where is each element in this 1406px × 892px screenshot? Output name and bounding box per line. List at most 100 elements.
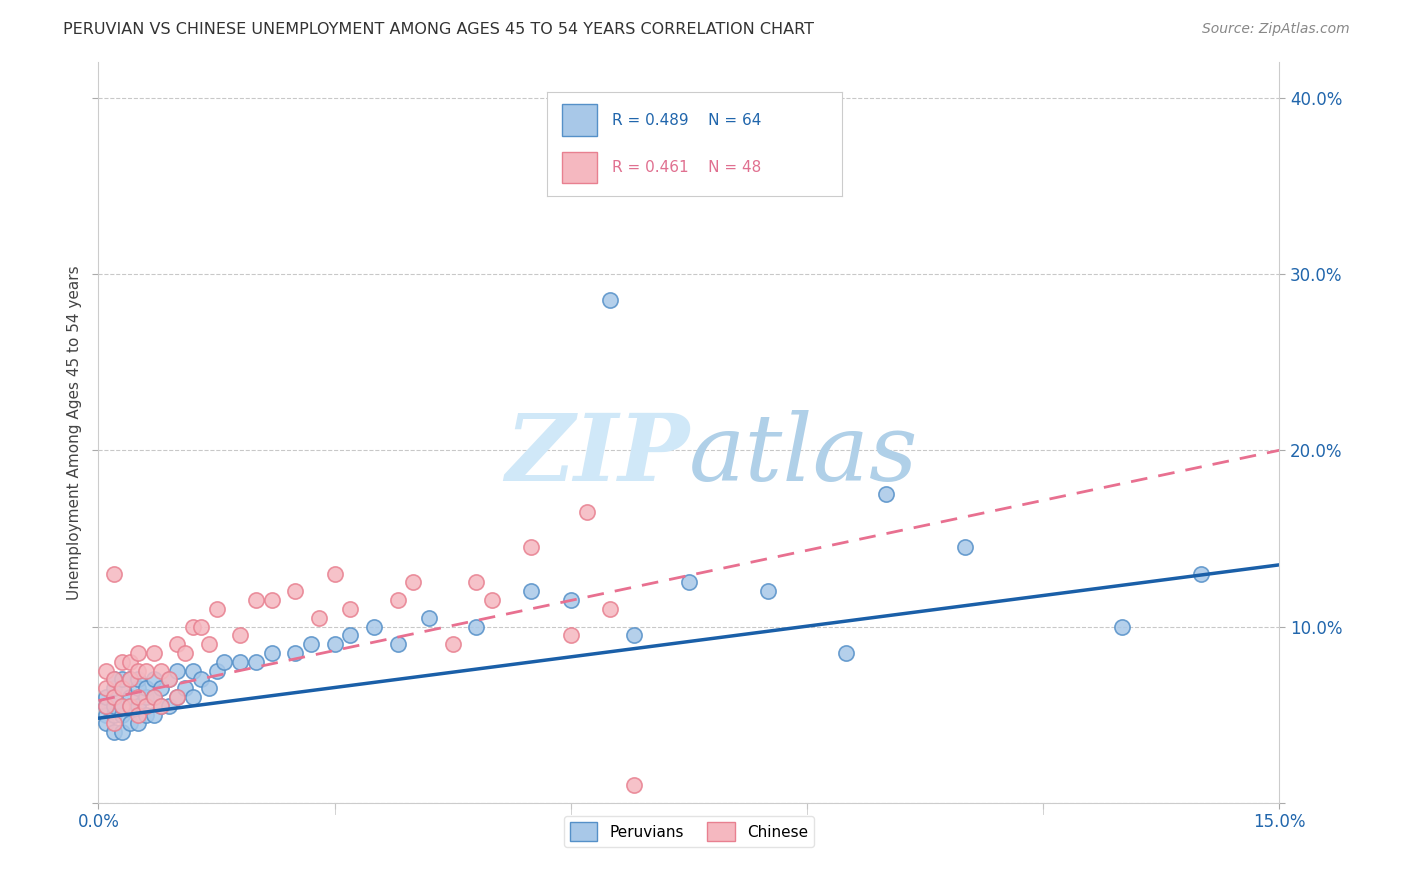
Point — [103, 566, 125, 581]
Point — [284, 584, 307, 599]
Point — [135, 698, 157, 713]
Point — [229, 628, 252, 642]
Point — [157, 673, 180, 687]
Point — [111, 681, 134, 696]
Point — [181, 690, 204, 704]
Point — [103, 673, 125, 687]
Point — [481, 593, 503, 607]
Point — [520, 584, 543, 599]
Point — [623, 778, 645, 792]
Point — [323, 637, 346, 651]
Point — [111, 698, 134, 713]
Point — [599, 602, 621, 616]
Point — [284, 646, 307, 660]
Point — [103, 716, 125, 731]
Point — [127, 698, 149, 713]
Point — [103, 690, 125, 704]
Point — [197, 681, 219, 696]
Point — [166, 690, 188, 704]
Point — [299, 637, 322, 651]
Point — [142, 673, 165, 687]
Point — [127, 690, 149, 704]
Point — [229, 655, 252, 669]
Text: atlas: atlas — [689, 409, 918, 500]
Point — [135, 690, 157, 704]
Point — [560, 593, 582, 607]
Point — [127, 646, 149, 660]
Point — [118, 698, 141, 713]
Point — [190, 619, 212, 633]
Text: Source: ZipAtlas.com: Source: ZipAtlas.com — [1202, 22, 1350, 37]
Point — [197, 637, 219, 651]
Point — [96, 707, 118, 722]
Point — [363, 619, 385, 633]
Point — [157, 698, 180, 713]
Point — [465, 619, 488, 633]
Legend: Peruvians, Chinese: Peruvians, Chinese — [564, 816, 814, 847]
Point — [756, 584, 779, 599]
Point — [560, 628, 582, 642]
Point — [111, 655, 134, 669]
Point — [205, 664, 228, 678]
Point — [118, 716, 141, 731]
Text: ZIP: ZIP — [505, 409, 689, 500]
Point — [214, 655, 236, 669]
Point — [118, 673, 141, 687]
Point — [118, 690, 141, 704]
Point — [103, 698, 125, 713]
Point — [96, 690, 118, 704]
Point — [111, 707, 134, 722]
Point — [875, 487, 897, 501]
Point — [118, 673, 141, 687]
Point — [118, 655, 141, 669]
Point — [103, 690, 125, 704]
Point — [323, 566, 346, 581]
Point — [441, 637, 464, 651]
Point — [96, 664, 118, 678]
Y-axis label: Unemployment Among Ages 45 to 54 years: Unemployment Among Ages 45 to 54 years — [66, 265, 82, 600]
Point — [260, 593, 283, 607]
Point — [387, 637, 409, 651]
Point — [157, 673, 180, 687]
Point — [127, 716, 149, 731]
Point — [103, 673, 125, 687]
Point — [150, 664, 173, 678]
Point — [142, 690, 165, 704]
Point — [150, 698, 173, 713]
Text: PERUVIAN VS CHINESE UNEMPLOYMENT AMONG AGES 45 TO 54 YEARS CORRELATION CHART: PERUVIAN VS CHINESE UNEMPLOYMENT AMONG A… — [63, 22, 814, 37]
Point — [835, 646, 858, 660]
Point — [166, 664, 188, 678]
Point — [166, 637, 188, 651]
Point — [623, 628, 645, 642]
Point — [465, 575, 488, 590]
Point — [103, 681, 125, 696]
Point — [166, 690, 188, 704]
Point — [599, 293, 621, 308]
Point — [96, 698, 118, 713]
Point — [308, 610, 330, 624]
Point — [678, 575, 700, 590]
Point — [135, 681, 157, 696]
Point — [127, 681, 149, 696]
Point — [402, 575, 425, 590]
Point — [111, 698, 134, 713]
Point — [103, 725, 125, 739]
Point — [150, 681, 173, 696]
Point — [387, 593, 409, 607]
Point — [111, 725, 134, 739]
Point — [96, 716, 118, 731]
Point — [953, 540, 976, 554]
Point — [127, 664, 149, 678]
Point — [339, 602, 361, 616]
Point — [245, 593, 267, 607]
Point — [190, 673, 212, 687]
Point — [174, 681, 197, 696]
Point — [174, 646, 197, 660]
Point — [150, 698, 173, 713]
Point — [142, 707, 165, 722]
Point — [118, 698, 141, 713]
Point — [127, 673, 149, 687]
Point — [135, 707, 157, 722]
Point — [181, 619, 204, 633]
Point — [205, 602, 228, 616]
